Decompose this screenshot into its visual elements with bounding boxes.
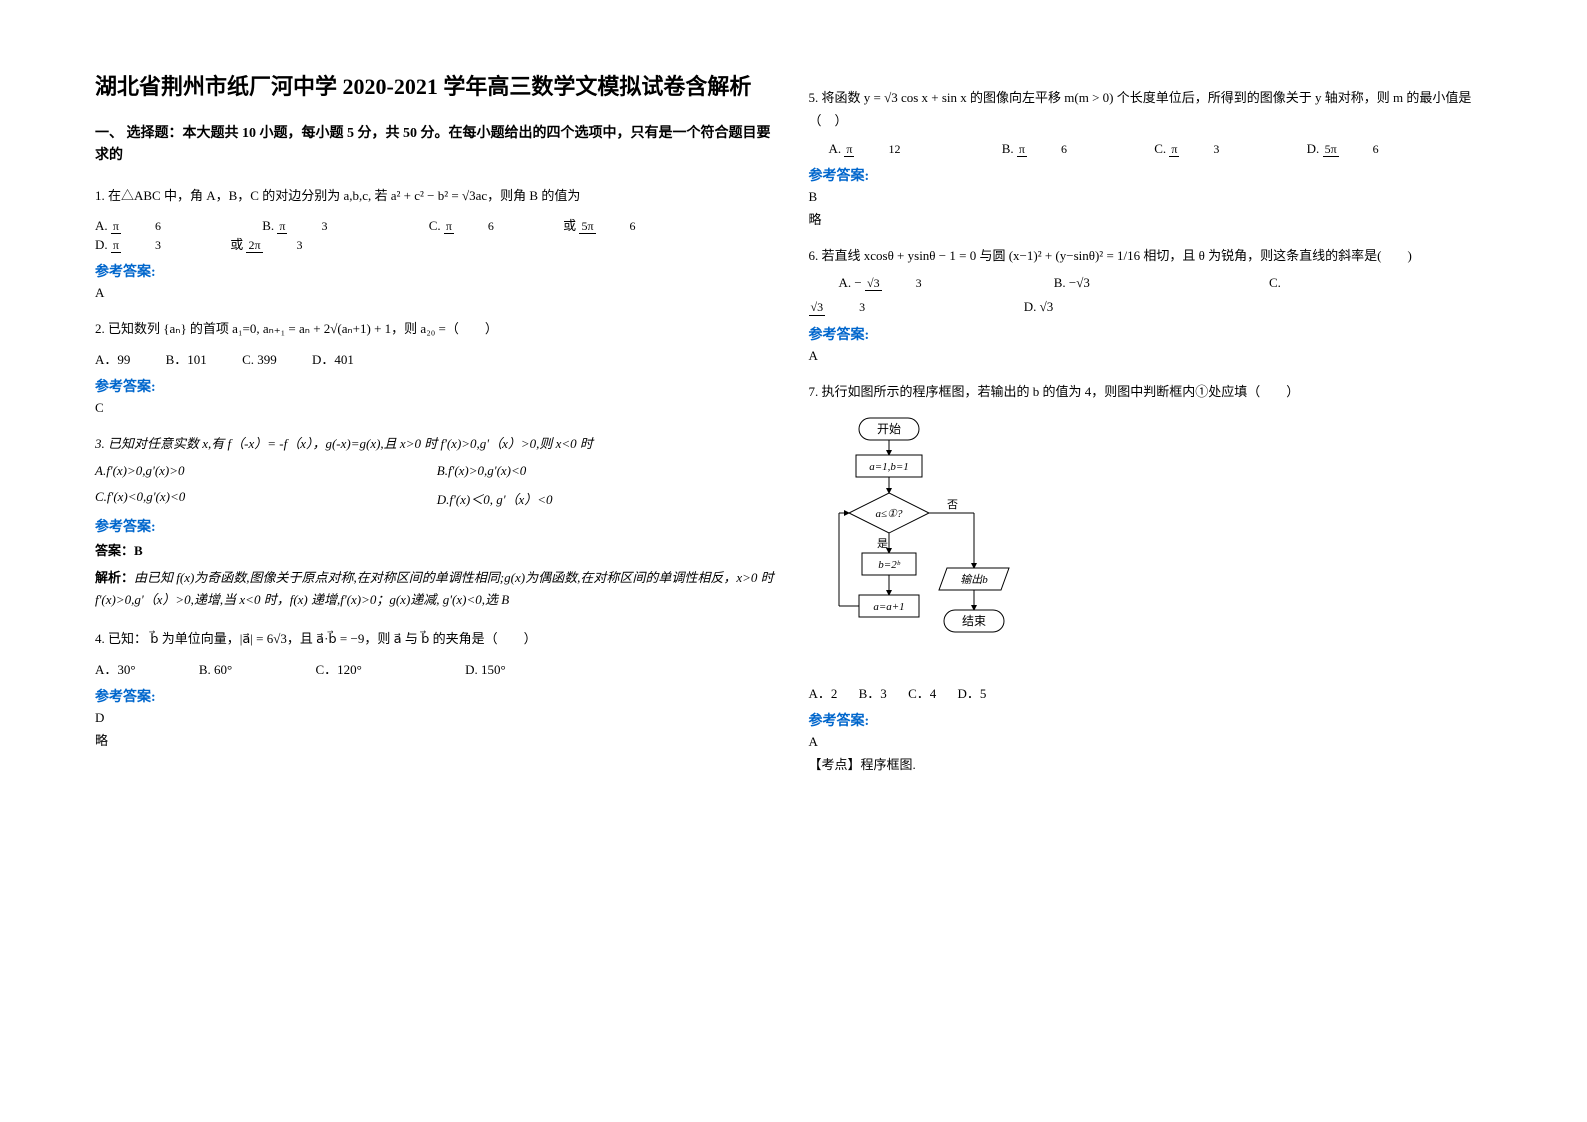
q6-answer: A xyxy=(809,348,1493,364)
q6-opt-d: D. √3 xyxy=(1024,299,1054,315)
answer-label: 参考答案: xyxy=(95,686,779,706)
q5-options: A. π12 B. π6 C. π3 D. 5π6 xyxy=(829,141,1493,157)
q3-opt-c: C.f'(x)<0,g'(x)<0 xyxy=(95,489,405,508)
question-6: 6. 若直线 xcosθ + ysinθ − 1 = 0 与圆 (x−1)² +… xyxy=(809,244,1493,267)
answer-label: 参考答案: xyxy=(809,165,1493,185)
q7-opt-a: A．2 xyxy=(809,683,838,702)
q2-answer: C xyxy=(95,400,779,416)
section-header: 一、 选择题：本大题共 10 小题，每小题 5 分，共 50 分。在每小题给出的… xyxy=(95,123,779,168)
question-4: 4. 已知： b⃗ 为单位向量，|a⃗| = 6√3，且 a⃗·b⃗ = −9，… xyxy=(95,627,779,650)
answer-label: 参考答案: xyxy=(809,324,1493,344)
q7-answer: A xyxy=(809,734,1493,750)
q1-opt-d: D. π3 或 2π3 xyxy=(95,234,369,253)
flow-init: a=1,b=1 xyxy=(869,461,909,473)
q5-opt-c: C. π3 xyxy=(1154,141,1285,157)
answer-label: 参考答案: xyxy=(95,516,779,536)
flow-step1: b=2ᵇ xyxy=(878,559,900,571)
q4-note: 略 xyxy=(95,730,779,749)
left-column: 湖北省荆州市纸厂河中学 2020-2021 学年高三数学文模拟试卷含解析 一、 … xyxy=(95,70,779,1052)
q2-opt-b: B．101 xyxy=(166,349,207,368)
answer-label: 参考答案: xyxy=(95,261,779,281)
q7-opt-c: C．4 xyxy=(908,683,936,702)
q7-opt-d: D．5 xyxy=(957,683,986,702)
q4-answer: D xyxy=(95,710,779,726)
flow-output: 输出b xyxy=(960,573,988,586)
right-column: 5. 将函数 y = √3 cos x + sin x 的图像向左平移 m(m … xyxy=(809,70,1493,1052)
q4-opt-c: C．120° xyxy=(315,659,361,678)
q4-opt-b: B. 60° xyxy=(199,662,232,678)
flow-yes: 是 xyxy=(877,537,888,550)
question-5: 5. 将函数 y = √3 cos x + sin x 的图像向左平移 m(m … xyxy=(809,86,1493,133)
q3-answer-title: 答案：B xyxy=(95,540,779,559)
question-7: 7. 执行如图所示的程序框图，若输出的 b 的值为 4，则图中判断框内①处应填（… xyxy=(809,380,1493,403)
q1-answer: A xyxy=(95,285,779,301)
q3-opt-b: B.f'(x)>0,g'(x)<0 xyxy=(437,463,747,479)
q3-options: A.f'(x)>0,g'(x)>0 B.f'(x)>0,g'(x)<0 C.f'… xyxy=(95,463,779,508)
q6-opt-c-label: C. xyxy=(1269,275,1281,291)
q5-note: 略 xyxy=(809,209,1493,228)
question-1: 1. 在△ABC 中，角 A，B，C 的对边分别为 a,b,c, 若 a² + … xyxy=(95,184,779,207)
q3-analysis: 解析：由已知 f(x)为奇函数,图像关于原点对称,在对称区间的单调性相同;g(x… xyxy=(95,567,779,611)
document-title: 湖北省荆州市纸厂河中学 2020-2021 学年高三数学文模拟试卷含解析 xyxy=(95,70,779,103)
q5-opt-a: A. π12 xyxy=(829,141,967,157)
q5-opt-b: B. π6 xyxy=(1002,141,1133,157)
flowchart-diagram: 开始 a=1,b=1 a≤①? 否 是 b=2ᵇ 输出b xyxy=(829,413,1493,673)
question-3: 3. 已知对任意实数 x,有 f（-x）= -f（x），g(-x)=g(x),且… xyxy=(95,432,779,455)
flow-end: 结束 xyxy=(961,614,985,628)
q6-opt-c: √33 xyxy=(809,299,989,315)
q5-answer: B xyxy=(809,189,1493,205)
q2-opt-a: A．99 xyxy=(95,349,130,368)
flow-cond: a≤①? xyxy=(875,508,902,520)
q1-opt-b: B. π3 xyxy=(262,218,393,234)
q6-opt-a: A. − √33 xyxy=(839,275,1019,291)
q7-tag: 【考点】程序框图. xyxy=(809,754,1493,773)
q3-opt-d: D.f'(x)＜0, g'（x）<0 xyxy=(437,489,747,508)
q1-options: A. π6 B. π3 C. π6 或 5π6 D. π3 或 2π3 xyxy=(95,215,779,253)
q1-opt-c: C. π6 或 5π6 xyxy=(429,215,702,234)
question-2: 2. 已知数列 {aₙ} 的首项 a₁=0, aₙ₊₁ = aₙ + 2√(aₙ… xyxy=(95,317,779,340)
q2-options: A．99 B．101 C. 399 D．401 xyxy=(95,349,779,368)
flow-start: 开始 xyxy=(876,422,900,436)
q7-opt-b: B．3 xyxy=(859,683,887,702)
answer-label: 参考答案: xyxy=(809,710,1493,730)
flow-no: 否 xyxy=(947,499,958,511)
q4-opt-d: D. 150° xyxy=(465,662,506,678)
q2-opt-c: C. 399 xyxy=(242,352,277,368)
q3-opt-a: A.f'(x)>0,g'(x)>0 xyxy=(95,463,405,479)
q7-options: A．2 B．3 C．4 D．5 xyxy=(809,683,1493,702)
analysis-label: 解析： xyxy=(95,570,134,585)
q2-opt-d: D．401 xyxy=(312,349,354,368)
analysis-text: 由已知 f(x)为奇函数,图像关于原点对称,在对称区间的单调性相同;g(x)为偶… xyxy=(95,570,774,607)
flow-step2: a=a+1 xyxy=(873,601,904,613)
q4-opt-a: A．30° xyxy=(95,659,136,678)
q1-opt-a: A. π6 xyxy=(95,218,227,234)
q5-opt-d: D. 5π6 xyxy=(1307,141,1445,157)
q6-options: A. − √33 B. −√3 C. √33 D. √3 xyxy=(809,275,1493,315)
q4-options: A．30° B. 60° C．120° D. 150° xyxy=(95,659,779,678)
q6-opt-b: B. −√3 xyxy=(1054,275,1234,291)
answer-label: 参考答案: xyxy=(95,376,779,396)
